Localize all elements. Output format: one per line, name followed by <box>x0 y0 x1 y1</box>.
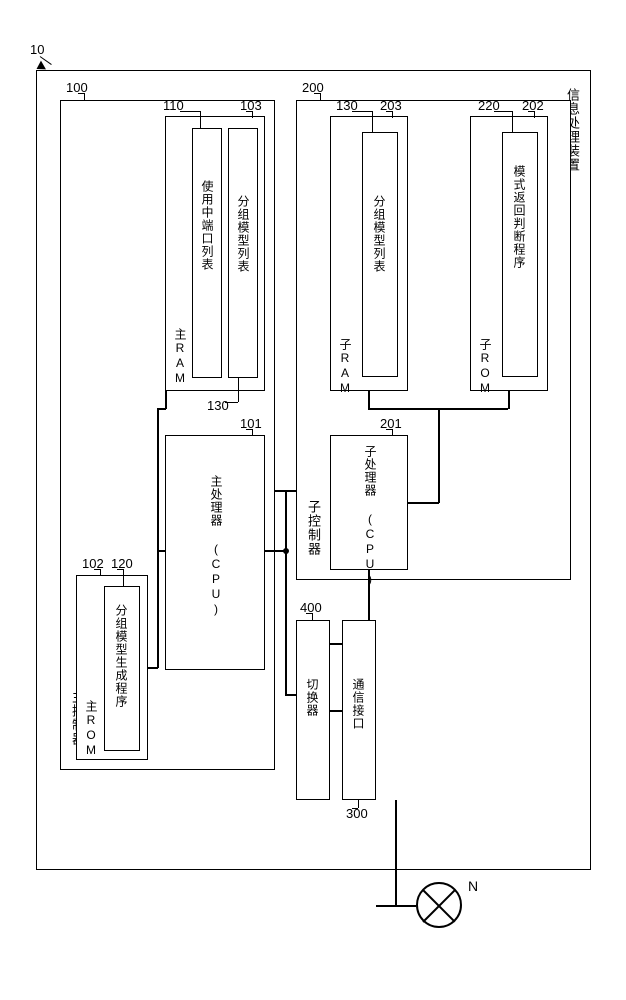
lead-202 <box>534 111 535 118</box>
lead-101 <box>252 429 253 436</box>
sub-bus-to-cpu <box>408 502 439 504</box>
junction-dot <box>283 548 289 554</box>
lead-400 <box>312 613 313 621</box>
lead-102b <box>94 569 100 570</box>
lead-220b <box>494 111 512 112</box>
lead-201b <box>386 429 392 430</box>
lead-203 <box>392 111 393 118</box>
lead-103 <box>252 111 253 118</box>
net-connect <box>376 905 416 907</box>
lead-101b <box>246 429 252 430</box>
main-bus-to-cpu <box>157 550 166 552</box>
lead-110b <box>180 111 200 112</box>
main-ram-item2: 分组模型列表 <box>235 195 252 273</box>
sub-rom-item: 模式返回判断程序 <box>511 165 528 269</box>
main-out-v <box>285 490 287 695</box>
switch-title: 切换器 <box>304 678 321 717</box>
lead-130sb <box>352 111 372 112</box>
main-to-switch <box>285 694 297 696</box>
sub-controller-title: 子控制器 <box>304 500 323 556</box>
main-ram-title: 主RAM <box>172 328 189 386</box>
switch-to-commif <box>330 710 343 712</box>
lead-130s <box>372 111 373 133</box>
ref-10: 10 <box>30 42 44 57</box>
lead-103b <box>246 111 252 112</box>
lead-201 <box>392 429 393 436</box>
lead-202b <box>528 111 534 112</box>
sub-rom-down <box>508 391 510 409</box>
main-ram-item1: 使用中端口列表 <box>199 180 216 271</box>
sub-ram-item: 分组模型列表 <box>371 195 388 273</box>
lead-300b <box>352 808 358 809</box>
lead-200b <box>314 93 320 94</box>
main-rom-title: 主ROM <box>83 700 100 758</box>
network-label: N <box>468 878 478 894</box>
sub-rom-title: 子ROM <box>477 338 494 396</box>
main-ram-down <box>165 391 167 409</box>
main-bus-v <box>157 408 159 668</box>
main-cpu-title: 主处理器 (CPU) <box>208 475 225 617</box>
lead-100 <box>84 93 85 101</box>
sub-cpu-title: 子处理器 (CPU) <box>362 445 379 587</box>
lead-220 <box>512 111 513 133</box>
lead-120 <box>123 569 124 587</box>
lead-110 <box>200 111 201 129</box>
lead-120b <box>117 569 123 570</box>
ref-130-main: 130 <box>207 398 229 413</box>
lead-102 <box>100 569 101 576</box>
main-rom-item: 分组模型生成程序 <box>113 604 130 708</box>
lead-130mb <box>225 402 238 403</box>
lead-200 <box>320 93 321 101</box>
lead-203b <box>386 111 392 112</box>
lead-300 <box>358 800 359 808</box>
commif-title: 通信接口 <box>350 678 367 730</box>
commif-down <box>395 800 397 905</box>
lead-100b <box>78 93 84 94</box>
main-bus-to-rom <box>148 667 158 669</box>
sub-ram-down <box>368 391 370 409</box>
lead-130m <box>238 378 239 402</box>
lead-400b <box>306 613 312 614</box>
sub-ram-title: 子RAM <box>337 338 354 396</box>
sub-bus-down <box>438 408 440 503</box>
